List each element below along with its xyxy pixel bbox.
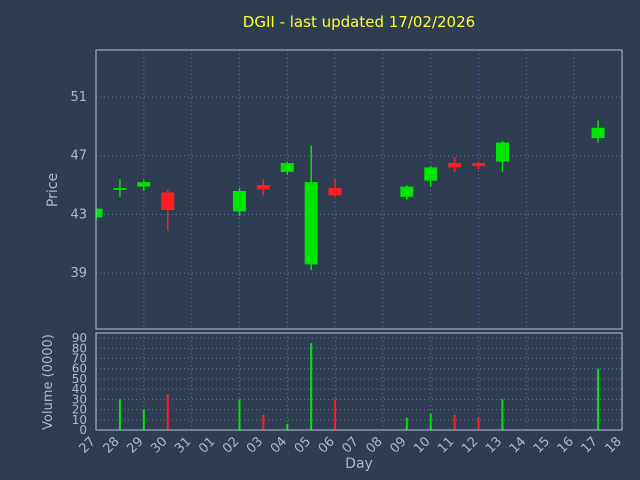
price-tick-label: 47 — [70, 149, 87, 164]
x-tick-label-day-10: 10 — [411, 434, 433, 456]
x-tick-label-day-17: 17 — [579, 434, 601, 456]
volume-tick-label: 40 — [72, 382, 87, 396]
grid-lines — [95, 50, 623, 431]
volume-tick-label: 0 — [79, 423, 87, 437]
candlestick-day-12 — [472, 161, 486, 169]
x-tick-label-day-31: 31 — [172, 434, 194, 456]
candlestick-day-13 — [495, 141, 509, 172]
volume-tick-label: 70 — [72, 352, 87, 366]
x-tick-label-day-04: 04 — [268, 434, 290, 456]
price-tick-label: 39 — [70, 266, 87, 281]
candlestick-day-09 — [400, 185, 414, 200]
candlestick-day-04 — [280, 161, 294, 175]
x-tick-label-day-16: 16 — [555, 434, 577, 456]
x-tick-label-day-05: 05 — [292, 434, 314, 456]
candlestick-day-05 — [304, 145, 318, 271]
volume-tick-label: 60 — [72, 362, 87, 376]
x-tick-label-day-12: 12 — [459, 434, 481, 456]
candlestick-day-30 — [161, 189, 175, 231]
volume-tick-label: 10 — [72, 413, 87, 427]
candlesticks — [96, 120, 605, 271]
x-tick-label-day-14: 14 — [507, 434, 529, 456]
x-tick-label-day-30: 30 — [148, 434, 170, 456]
x-tick-label-day-01: 01 — [196, 434, 218, 456]
x-tick-label-day-18: 18 — [603, 434, 625, 456]
x-tick-label-day-15: 15 — [531, 434, 553, 456]
x-tick-label-day-02: 02 — [220, 434, 242, 456]
x-tick-label-day-06: 06 — [316, 434, 338, 456]
x-tick-label-day-03: 03 — [244, 434, 266, 456]
volume-tick-label: 80 — [72, 341, 87, 355]
price-plot-border — [95, 49, 623, 330]
candlestick-day-10 — [424, 166, 438, 187]
volume-tick-label: 90 — [72, 331, 87, 345]
candlestick-day-17 — [591, 120, 605, 143]
volume-bars — [118, 343, 600, 430]
candlestick-day-28 — [113, 179, 127, 197]
volume-tick-label: 20 — [72, 403, 87, 417]
candlestick-day-29 — [137, 179, 151, 191]
plot-borders — [95, 49, 623, 431]
volume-tick-label: 30 — [72, 392, 87, 406]
volume-axis-label: Volume (0000) — [41, 334, 56, 430]
candlestick-day-27 — [96, 207, 103, 221]
x-tick-label-day-28: 28 — [100, 434, 122, 456]
x-tick-label-day-13: 13 — [483, 434, 505, 456]
chart-title: DGII - last updated 17/02/2026 — [243, 13, 475, 31]
x-axis-label: Day — [345, 456, 373, 472]
price-axis-label: Price — [45, 173, 61, 207]
x-tick-label-day-07: 07 — [340, 434, 362, 456]
candlestick-day-11 — [448, 157, 462, 172]
x-tick-label-day-08: 08 — [363, 434, 385, 456]
x-tick-label-day-29: 29 — [124, 434, 146, 456]
volume-plot-border — [95, 332, 623, 431]
x-tick-label-day-11: 11 — [435, 434, 457, 456]
price-tick-label: 51 — [70, 90, 87, 105]
x-tick-label-day-09: 09 — [387, 434, 409, 456]
price-tick-label: 43 — [70, 207, 87, 222]
candlestick-day-02 — [232, 188, 246, 216]
x-tick-label-day-27: 27 — [77, 434, 99, 456]
candlestick-day-03 — [256, 179, 270, 196]
candlestick-day-06 — [328, 179, 342, 197]
volume-tick-label: 50 — [72, 372, 87, 386]
